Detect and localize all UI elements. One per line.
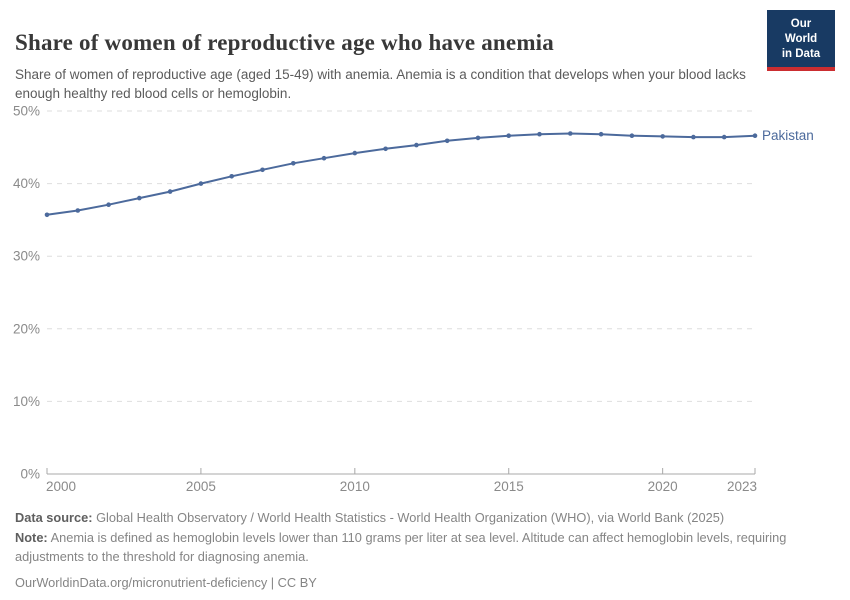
data-source-line: Data source: Global Health Observatory /… [15,508,820,527]
x-tick-label-2000: 2000 [46,479,76,494]
x-tick-label-2020: 2020 [648,479,678,494]
data-point-pakistan-2014[interactable] [475,135,481,141]
note-text: Anemia is defined as hemoglobin levels l… [15,530,787,565]
license-link[interactable]: OurWorldinData.org/micronutrient-deficie… [15,574,317,590]
data-point-pakistan-2017[interactable] [568,131,573,136]
y-tick-label-10: 10% [13,394,40,409]
data-point-pakistan-2015[interactable] [506,133,512,138]
data-point-pakistan-2019[interactable] [629,133,635,138]
anemia-line-chart: 0% 10% 20% 30% 40% 50% 2000 2005 2010 2015 2020 202… [13,104,814,495]
data-point-pakistan-2009[interactable] [321,155,327,161]
data-source-text: Global Health Observatory / World Health… [96,510,725,525]
y-tick-label-40: 40% [13,176,40,191]
y-tick-label-30: 30% [13,249,40,264]
data-point-pakistan-2011[interactable] [383,146,388,152]
data-point-pakistan-2003[interactable] [137,195,142,201]
data-point-pakistan-2005[interactable] [198,181,204,186]
x-tick-label-2005: 2005 [186,479,216,494]
note-label: Note: [15,530,48,546]
x-tick-label-2023: 2023 [727,479,757,494]
data-point-pakistan-2012[interactable] [414,142,419,148]
data-point-pakistan-2000[interactable] [44,212,50,218]
data-point-pakistan-2020[interactable] [660,134,665,139]
data-point-pakistan-2006[interactable] [229,174,234,179]
entity-label-pakistan[interactable]: Pakistan [762,128,814,143]
chart-footer: Data source: Global Health Observatory /… [15,508,820,593]
data-point-pakistan-2016[interactable] [537,131,542,137]
y-tick-label-20: 20% [13,321,40,336]
data-source-label: Data source: [15,510,93,525]
data-point-pakistan-2007[interactable] [260,167,265,173]
chart-subtitle: Share of women of reproductive age (aged… [15,66,746,102]
data-point-pakistan-2018[interactable] [598,131,604,137]
chart-title: Share of women of reproductive age who h… [15,30,554,56]
pakistan-series-line[interactable] [46,132,756,216]
data-point-pakistan-2021[interactable] [691,134,696,140]
x-tick-label-2010: 2010 [340,479,370,494]
y-tick-label-0: 0% [20,467,40,482]
data-point-pakistan-2023[interactable] [752,133,758,138]
data-point-pakistan-2010[interactable] [352,150,358,156]
note-line: Note: Anemia is defined as hemoglobin le… [15,528,820,566]
data-point-pakistan-2013[interactable] [444,138,450,144]
data-point-pakistan-2004[interactable] [167,189,173,194]
data-point-pakistan-2001[interactable] [75,208,81,213]
owid-logo[interactable]: Our World in Data [767,10,835,71]
data-point-pakistan-2002[interactable] [106,202,111,207]
owid-logo-line2: in Data [781,47,821,60]
y-tick-label-50: 50% [13,104,40,119]
x-tick-label-2015: 2015 [494,479,524,494]
data-point-pakistan-2008[interactable] [291,161,296,166]
data-point-pakistan-2022[interactable] [721,134,727,140]
owid-logo-line1: Our World [784,18,818,45]
